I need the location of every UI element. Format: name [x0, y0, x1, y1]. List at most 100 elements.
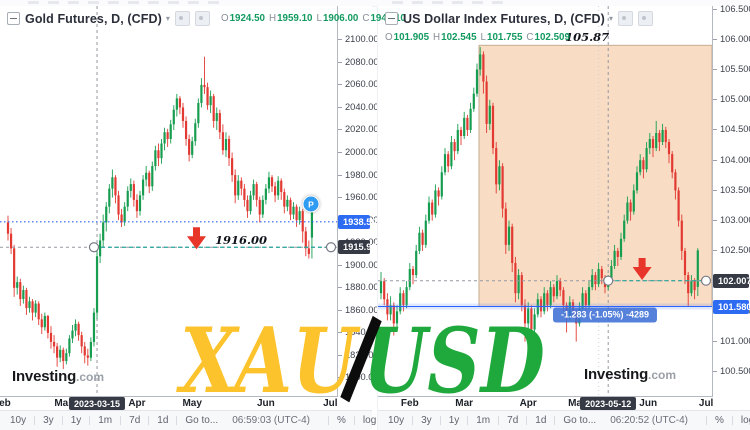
ray-anchor-circle[interactable]	[88, 242, 100, 253]
price-tick-label: 106.500	[713, 4, 750, 14]
price-tick-label: 1860.00	[338, 305, 379, 315]
month-label: Apr	[128, 398, 146, 409]
clock-label: 06:20:52 (UTC-4)	[610, 415, 689, 426]
price-tick-label: 1960.00	[338, 192, 379, 202]
top-strip-box	[208, 1, 219, 4]
ray-anchor-circle[interactable]	[603, 275, 614, 286]
price-tick-label: 105.500	[713, 64, 750, 74]
change-label[interactable]: -1.283 (-1.05%) -4289	[552, 307, 658, 323]
range-3y-button[interactable]: 3y	[421, 415, 432, 426]
top-strip-box	[392, 1, 403, 4]
price-tick-label: 2040.00	[338, 102, 379, 112]
top-strip-box	[412, 1, 423, 4]
price-line-axis-label: 101.580	[713, 299, 750, 314]
crosshair-price-label: 102.007	[713, 273, 750, 288]
range-10y-button[interactable]: 10y	[388, 415, 405, 426]
ray-anchor-circle[interactable]	[325, 242, 337, 253]
price-tick-label: 101.000	[713, 336, 750, 346]
log-scale-button[interactable]: log	[362, 415, 377, 426]
top-strip-box	[88, 1, 99, 4]
crosshair-price-label: 1915.93	[338, 240, 377, 255]
price-line-axis-label: 1938.50	[338, 214, 377, 229]
month-label: May	[182, 398, 202, 409]
price-tick-label: 2020.00	[338, 124, 379, 134]
chart-toolbar: 10y 3y 1y 1m 7d 1d Go to... 06:59:03 (UT…	[0, 410, 442, 430]
month-label: Apr	[519, 398, 537, 409]
goto-button[interactable]: Go to...	[563, 415, 597, 426]
price-axis[interactable]: 1800.00 1820.00 1840.00 1860.00 1880.00 1900.…	[338, 6, 379, 396]
range-1d-button[interactable]: 1d	[157, 415, 169, 426]
clock-label: 06:59:03 (UTC-4)	[232, 415, 311, 426]
price-tick-label: 2080.00	[338, 57, 379, 67]
price-tick-label: 102.500	[713, 245, 750, 255]
price-tick-label: 105.000	[713, 94, 750, 104]
dxy-plot-area[interactable]: US Dollar Index Futures, D, (CFD) ▾ O101…	[378, 6, 713, 397]
month-label: Mar	[455, 398, 474, 409]
price-tick-label: 1980.00	[338, 170, 379, 180]
range-1y-button[interactable]: 1y	[448, 415, 460, 426]
price-tick-label: 1880.00	[338, 282, 379, 292]
candlestick-canvas[interactable]	[378, 6, 712, 396]
top-strip-box	[188, 1, 199, 4]
price-tick-label: 106.000	[713, 34, 750, 44]
gold-plot-area[interactable]: Gold Futures, D, (CFD) ▾ O1924.50 H1959.…	[0, 6, 406, 397]
highlight-zone[interactable]	[478, 44, 712, 308]
top-strip-box	[28, 1, 39, 4]
price-tick-label: 103.000	[713, 215, 750, 225]
price-tick-label: 2000.00	[338, 147, 379, 157]
top-strip-box	[48, 1, 59, 4]
top-strip-box	[432, 1, 443, 4]
range-1d-button[interactable]: 1d	[535, 415, 547, 426]
range-7d-button[interactable]: 7d	[507, 415, 519, 426]
month-label: Jun	[256, 398, 275, 409]
crosshair-date-label: 2023-03-15	[68, 397, 126, 410]
time-axis[interactable]: Feb Mar Apr May Jun Jul 2023-03-15	[0, 397, 372, 410]
candlestick-series[interactable]	[6, 56, 314, 369]
dxy-chart-panel: US Dollar Index Futures, D, (CFD) ▾ O101…	[377, 4, 750, 430]
crosshair-date-label: 2023-05-12	[580, 397, 637, 410]
price-tick-label: 2060.00	[338, 79, 379, 89]
range-1y-button[interactable]: 1y	[70, 415, 82, 426]
down-arrow-icon[interactable]	[186, 227, 206, 250]
price-axis[interactable]: 100.500101.000101.500102.000102.500103.0…	[713, 4, 750, 396]
top-strip-box	[128, 1, 139, 4]
range-7d-button[interactable]: 7d	[129, 415, 141, 426]
down-arrow-icon[interactable]	[632, 258, 652, 281]
top-strip-box	[168, 1, 179, 4]
month-label: May	[568, 398, 588, 409]
gold-chart-panel: Gold Futures, D, (CFD) ▾ O1924.50 H1959.…	[0, 6, 442, 430]
month-label: Feb	[400, 398, 419, 409]
month-label: Jul	[698, 398, 714, 409]
candlestick-canvas[interactable]	[0, 6, 337, 396]
percent-scale-button[interactable]: %	[715, 415, 724, 426]
price-tick-label: 1820.00	[338, 350, 379, 360]
range-10y-button[interactable]: 10y	[10, 415, 27, 426]
month-label: Jun	[639, 398, 658, 409]
price-tick-label: 104.500	[713, 124, 750, 134]
log-scale-button[interactable]: log	[740, 415, 750, 426]
top-strip-box	[472, 1, 483, 4]
month-label: Feb	[0, 398, 11, 409]
goto-button[interactable]: Go to...	[185, 415, 219, 426]
ray-anchor-circle[interactable]	[700, 275, 712, 286]
chart-toolbar: 10y 3y 1y 1m 7d 1d Go to... 06:20:52 (UT…	[378, 410, 750, 430]
price-tick-label: 100.500	[713, 366, 750, 376]
range-1m-button[interactable]: 1m	[476, 415, 491, 426]
price-annotation[interactable]: 105.87	[565, 30, 610, 45]
price-tick-label: 1800.00	[338, 372, 379, 382]
top-strip-box	[68, 1, 79, 4]
range-1m-button[interactable]: 1m	[98, 415, 113, 426]
top-strip-box	[108, 1, 119, 4]
range-3y-button[interactable]: 3y	[43, 415, 54, 426]
top-strip-box	[452, 1, 463, 4]
price-tick-label: 1840.00	[338, 327, 379, 337]
price-tick-label: 1900.00	[338, 260, 379, 270]
month-label: Jul	[323, 398, 338, 409]
top-strip-box	[492, 1, 503, 4]
percent-scale-button[interactable]: %	[337, 415, 346, 426]
time-axis[interactable]: Feb Mar Apr May Jun Jul 2023-05-12	[378, 397, 750, 410]
price-tick-label: 104.000	[713, 155, 750, 165]
price-annotation[interactable]: 1916.00	[214, 233, 268, 248]
position-badge[interactable]: P	[302, 195, 320, 213]
top-strip-box	[148, 1, 159, 4]
